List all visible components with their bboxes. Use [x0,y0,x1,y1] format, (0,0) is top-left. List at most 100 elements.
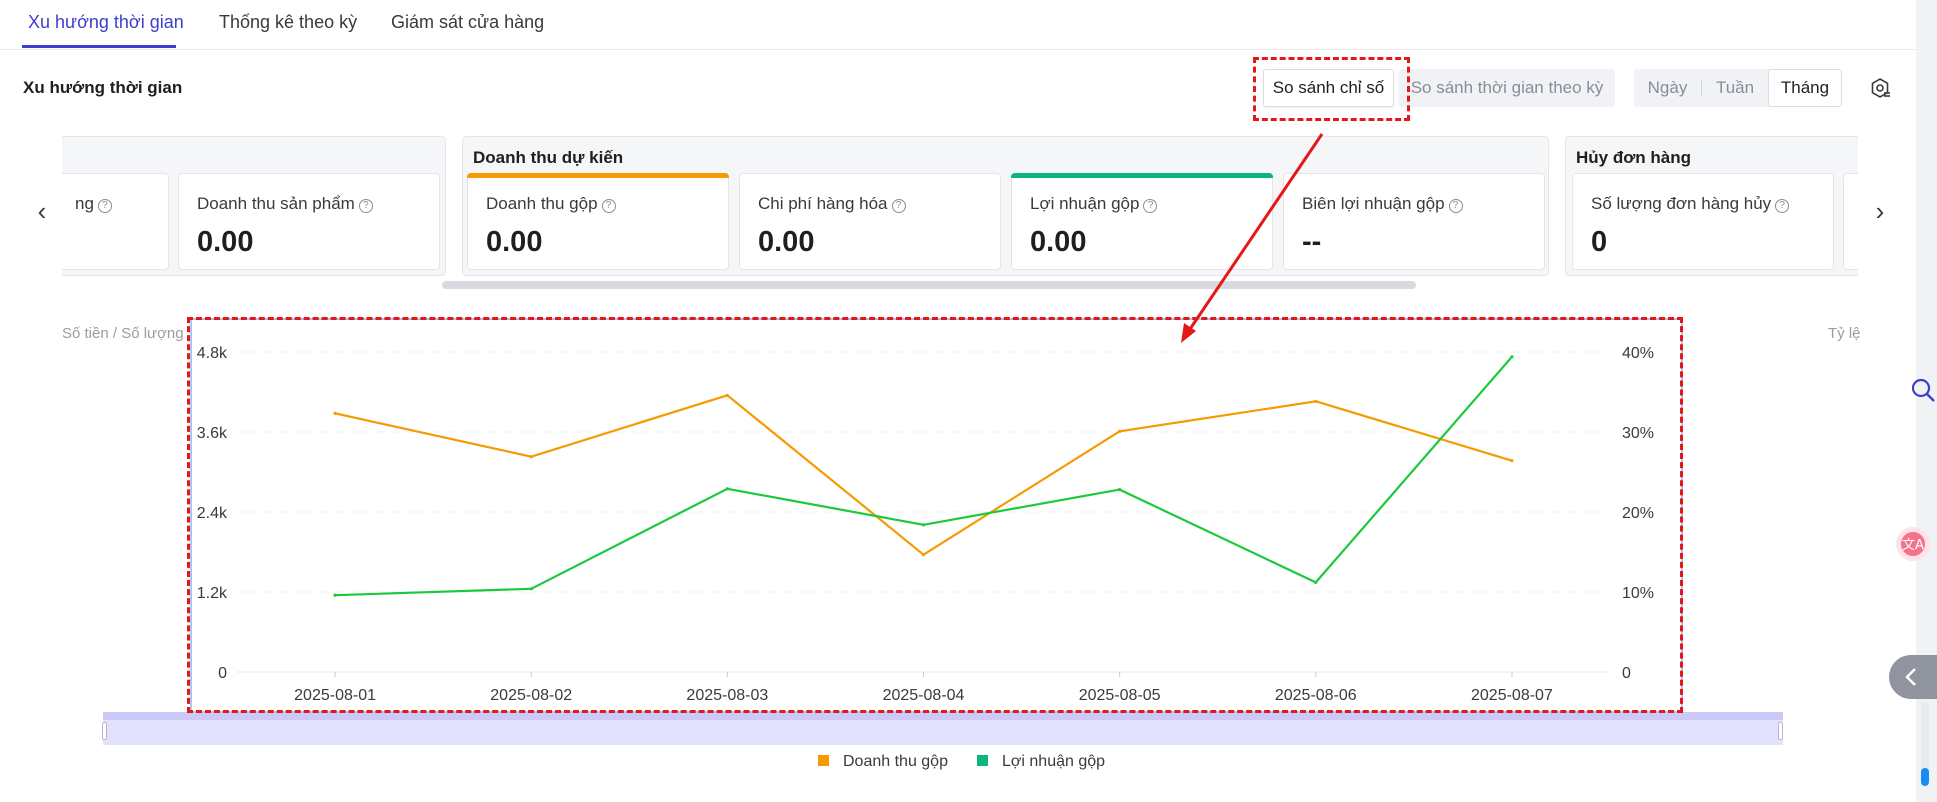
metric-cards-viewport: Doanh thu dự kiến Hủy đơn hàng ng? Doanh… [62,128,1858,298]
metric-card-gross-revenue[interactable]: Doanh thu gộp? 0.00 [467,173,729,270]
data-point [1314,580,1318,584]
help-icon[interactable]: ? [97,199,112,213]
x-tick-label: 2025-08-02 [490,687,572,704]
card-label: ng [75,194,94,213]
search-icon[interactable] [1910,377,1936,408]
y-left-tick-label: 4.8k [197,345,228,362]
y-left-tick-label: 2.4k [197,505,228,522]
card-value: 0.00 [197,226,254,258]
data-point [921,553,926,557]
compare-metric-button[interactable]: So sánh chỉ số [1263,69,1394,107]
data-point [529,455,533,459]
zoom-handle-right[interactable] [1778,722,1783,740]
x-tick-label: 2025-08-07 [1471,687,1553,704]
card-accent-bar [1011,173,1273,178]
legend-label: Doanh thu gộp [843,753,948,770]
card-value: 0.00 [486,226,543,258]
data-point [333,593,337,597]
granularity-day[interactable]: Ngày [1647,78,1688,97]
tab-time-trend[interactable]: Xu hướng thời gian [28,12,184,32]
data-point [725,393,729,397]
help-icon[interactable]: ? [601,199,616,213]
data-point [1314,399,1318,403]
metric-card-gross-profit[interactable]: Lợi nhuận gộp? 0.00 [1011,173,1273,270]
card-label: Số lượng đơn hàng hủy [1591,194,1772,213]
metric-card-cogs[interactable]: Chi phí hàng hóa? 0.00 [739,173,1001,270]
trend-chart-svg: 0 1.2k 2.4k 3.6k 4.8k 0 10% 20% 30% 40% 2025-08-01… [197,345,1654,704]
scrollbar-thumb[interactable] [1921,768,1929,786]
x-tick-label: 2025-08-01 [294,687,376,704]
metric-card-product-revenue[interactable]: Doanh thu sản phẩm? 0.00 [178,173,440,270]
x-tick-label: 2025-08-06 [1275,687,1357,704]
card-label: Chi phí hàng hóa [758,194,888,213]
card-label: Doanh thu gộp [486,194,598,213]
cards-prev-arrow[interactable]: ‹ [37,196,47,226]
active-tab-indicator [22,45,176,48]
card-accent-bar [467,173,729,178]
card-value: 0 [1591,226,1608,258]
data-point [529,587,533,591]
compare-period-button[interactable]: So sánh thời gian theo kỳ [1399,69,1615,107]
metric-card[interactable]: ng? [62,173,169,270]
chart-settings-icon[interactable] [1868,76,1892,100]
granularity-selector: Ngày Tuần Tháng [1634,69,1842,107]
translate-icon[interactable]: 文A [1896,527,1930,561]
tab-period-stats[interactable]: Thống kê theo kỳ [219,12,358,32]
legend-item-gross-profit[interactable]: Lợi nhuận gộp [977,753,1105,771]
y-right-tick-label: 10% [1622,585,1654,602]
cards-next-arrow[interactable]: › [1875,196,1885,226]
data-point [725,487,729,491]
card-value: 0.00 [1030,226,1087,258]
legend-swatch [977,755,988,766]
granularity-week[interactable]: Tuần [1715,78,1755,97]
card-value: -- [1302,226,1322,258]
metric-card-partial[interactable] [1843,173,1858,270]
legend-label: Lợi nhuận gộp [1002,753,1106,770]
data-point [1510,459,1514,463]
help-icon[interactable]: ? [1448,199,1463,213]
data-zoom-slider[interactable] [103,712,1783,745]
y-right-tick-label: 40% [1622,345,1654,362]
zoom-handle-left[interactable] [102,722,107,740]
group-title: Doanh thu dự kiến [473,148,624,167]
page-vertical-scrollbar[interactable] [1921,702,1929,786]
x-tick-label: 2025-08-04 [883,687,965,704]
legend-swatch [818,755,829,766]
card-label: Lợi nhuận gộp [1030,194,1140,213]
y-left-tick-label: 3.6k [197,425,228,442]
group-title: Hủy đơn hàng [1576,148,1692,167]
side-panel-collapse-tab[interactable] [1889,655,1937,699]
help-icon[interactable]: ? [358,199,373,213]
section-title: Xu hướng thời gian [23,78,183,97]
legend-item-gross-revenue[interactable]: Doanh thu gộp [818,753,948,771]
right-axis-title: Tỷ lệ [1828,325,1861,342]
left-axis-title: Số tiền / Số lượng [62,325,184,342]
svg-text:文A: 文A [1902,538,1924,553]
help-icon[interactable]: ? [1775,199,1790,213]
x-tick-label: 2025-08-03 [686,687,768,704]
y-left-tick-label: 0 [218,665,227,682]
y-right-tick-label: 20% [1622,505,1654,522]
metric-card-cancelled-orders[interactable]: Số lượng đơn hàng hủy? 0 [1572,173,1834,270]
card-label: Doanh thu sản phẩm [197,194,355,213]
metric-card-gross-margin[interactable]: Biên lợi nhuận gộp? -- [1283,173,1545,270]
cards-horizontal-scrollbar[interactable] [442,281,1416,289]
card-label: Biên lợi nhuận gộp [1302,194,1445,213]
data-point [1118,429,1122,433]
tab-store-monitor[interactable]: Giám sát cửa hàng [391,12,545,32]
divider [1701,80,1702,96]
y-right-tick-label: 0 [1622,665,1631,682]
data-point [1118,488,1122,492]
data-point [1510,355,1514,359]
tab-bar: Xu hướng thời gian Thống kê theo kỳ Giám… [0,0,1916,50]
data-point [921,523,926,527]
data-point [333,411,337,415]
card-value: 0.00 [758,226,815,258]
y-left-tick-label: 1.2k [197,585,228,602]
help-icon[interactable]: ? [891,199,906,213]
granularity-month[interactable]: Tháng [1768,69,1842,107]
y-right-tick-label: 30% [1622,425,1654,442]
help-icon[interactable]: ? [1143,199,1158,213]
